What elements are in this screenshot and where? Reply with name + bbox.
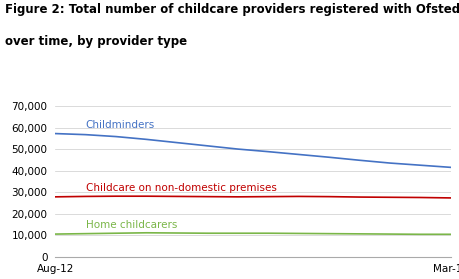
Text: over time, by provider type: over time, by provider type <box>5 35 186 48</box>
Text: Childminders: Childminders <box>85 120 155 130</box>
Text: Childcare on non-domestic premises: Childcare on non-domestic premises <box>85 182 276 193</box>
Text: Figure 2: Total number of childcare providers registered with Ofsted on any regi: Figure 2: Total number of childcare prov… <box>5 3 459 16</box>
Text: Home childcarers: Home childcarers <box>85 220 177 230</box>
